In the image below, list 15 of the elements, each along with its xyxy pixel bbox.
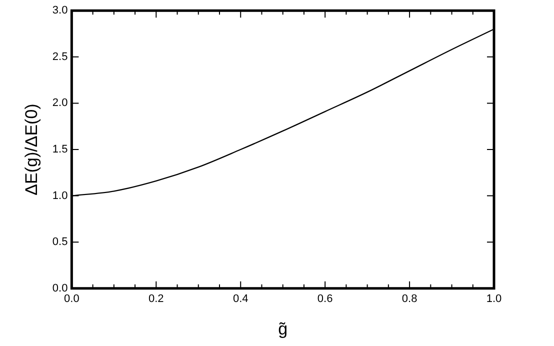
x-tick-label: 0.0 — [64, 293, 80, 306]
y-tick-label: 2.5 — [52, 50, 68, 63]
x-tick-label: 0.6 — [317, 293, 333, 306]
y-tick-label: 0.5 — [52, 236, 68, 248]
y-tick-label: 2.0 — [52, 97, 68, 110]
y-tick-label: 3.0 — [52, 4, 68, 17]
y-tick-label: 0.0 — [52, 282, 68, 294]
y-axis-title: ΔE(g)/ΔE(0) — [22, 104, 41, 196]
x-tick-label: 0.8 — [402, 293, 418, 306]
x-tick-label: 1.0 — [486, 293, 502, 306]
y-tick-label: 1.0 — [52, 190, 68, 202]
x-tick-label: 0.2 — [148, 293, 164, 306]
x-tick-label: 0.4 — [232, 293, 248, 306]
y-tick-label: 1.5 — [52, 144, 68, 156]
x-axis-title: g̃ — [278, 319, 288, 338]
